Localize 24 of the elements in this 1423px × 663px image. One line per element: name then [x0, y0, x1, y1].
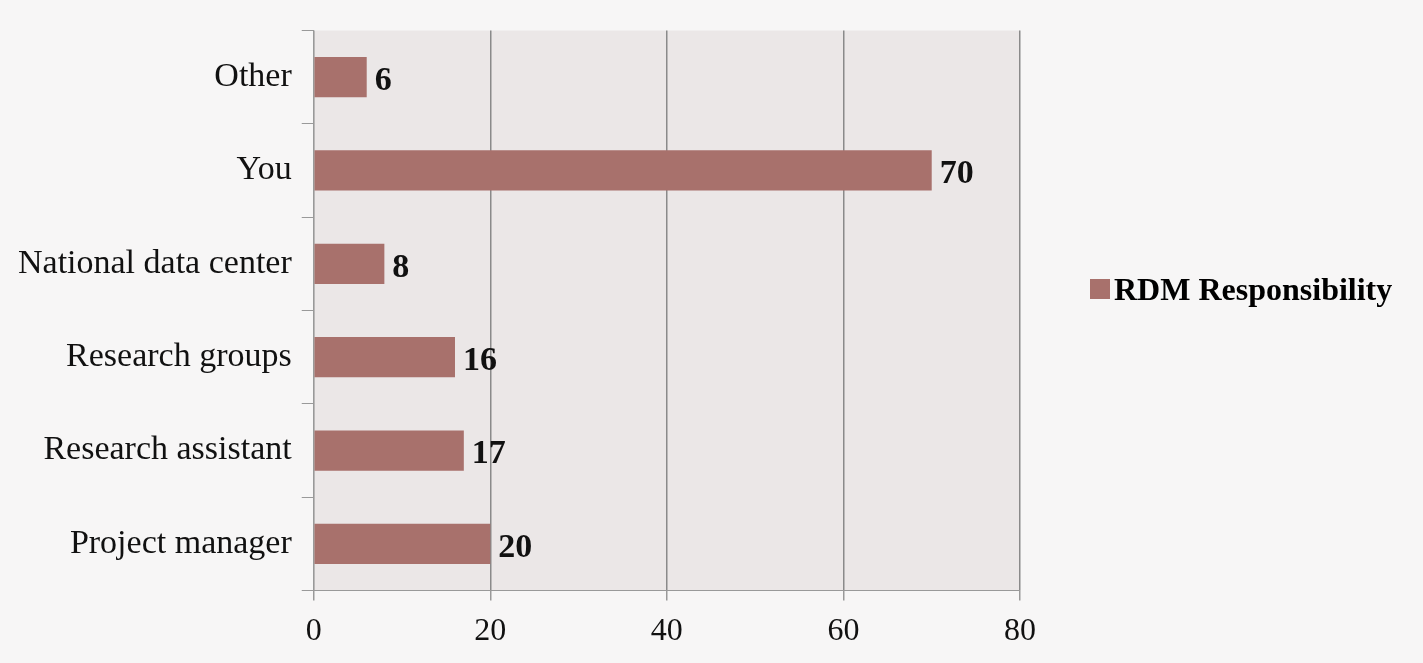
legend-label: RDM Responsibility — [1114, 270, 1393, 308]
data-label: 8 — [392, 246, 410, 284]
x-tick-label: 60 — [827, 611, 860, 648]
x-tick-label: 0 — [305, 611, 322, 648]
bar — [314, 337, 455, 378]
bar — [314, 243, 385, 284]
y-tick-label: You — [236, 149, 292, 187]
data-label: 70 — [939, 153, 974, 191]
data-label: 16 — [462, 339, 497, 377]
x-tick-label: 40 — [650, 611, 683, 648]
y-tick-label: Project manager — [69, 522, 293, 560]
bar — [314, 430, 464, 471]
x-tick-label: 20 — [474, 611, 507, 648]
bar — [314, 150, 932, 191]
y-tick-label: National data center — [17, 242, 293, 280]
data-label: 17 — [471, 433, 506, 471]
y-tick-label: Research assistant — [43, 429, 293, 467]
data-label: 20 — [498, 526, 533, 564]
bar — [314, 523, 491, 565]
y-tick-label: Other — [214, 56, 293, 94]
bar — [314, 56, 367, 98]
y-tick-label: Research groups — [66, 336, 292, 374]
x-tick-label: 80 — [1004, 611, 1036, 648]
data-label: 6 — [374, 59, 392, 97]
